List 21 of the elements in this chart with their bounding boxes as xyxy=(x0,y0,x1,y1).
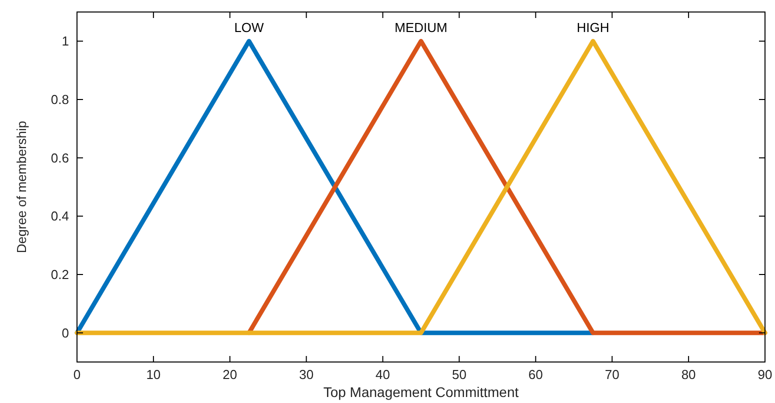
y-tick-label: 0.4 xyxy=(50,208,69,224)
x-axis-title: Top Management Committment xyxy=(323,384,519,400)
x-tick-label: 80 xyxy=(681,367,696,382)
y-tick-label: 0.6 xyxy=(50,150,69,166)
series-label: HIGH xyxy=(576,20,610,36)
y-tick-label: 1 xyxy=(62,34,69,49)
y-axis-title: Degree of membership xyxy=(14,120,29,254)
series-label: MEDIUM xyxy=(394,20,448,36)
y-tick-label: 0.8 xyxy=(50,92,69,107)
y-tick-label: 0 xyxy=(62,325,69,340)
x-tick-label: 70 xyxy=(604,367,620,382)
x-tick-label: 40 xyxy=(376,367,390,382)
x-tick-label: 0 xyxy=(73,367,81,382)
x-tick-label: 20 xyxy=(222,367,238,382)
x-tick-label: 60 xyxy=(528,367,543,382)
x-tick-label: 30 xyxy=(299,367,314,382)
y-tick-label: 0.2 xyxy=(50,267,69,282)
series-label: LOW xyxy=(234,20,265,36)
x-tick-label: 10 xyxy=(146,367,161,382)
x-tick-label: 90 xyxy=(758,367,772,382)
x-tick-label: 50 xyxy=(452,367,466,382)
